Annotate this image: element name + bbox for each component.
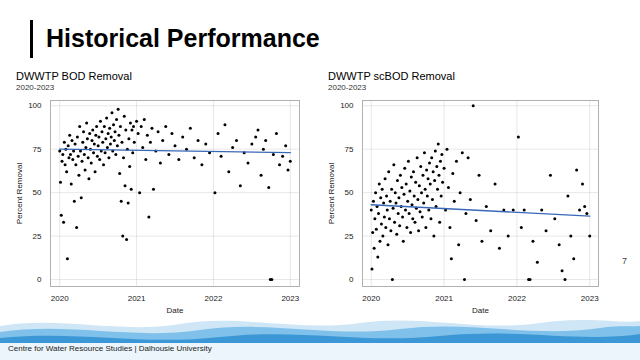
html-text:DWWTP scBOD Removal: DWWTP scBOD Removal — [328, 70, 455, 82]
svg-text:75: 75 — [33, 145, 42, 154]
svg-text:25: 25 — [345, 232, 354, 241]
html-text:7: 7 — [622, 256, 627, 266]
svg-text:2023: 2023 — [581, 294, 599, 303]
svg-text:75: 75 — [345, 145, 354, 154]
html-text:2020-2023: 2020-2023 — [16, 83, 55, 92]
svg-text:100: 100 — [28, 101, 42, 110]
svg-text:2021: 2021 — [435, 294, 453, 303]
svg-text:Percent Removal: Percent Removal — [327, 163, 336, 225]
svg-text:50: 50 — [345, 188, 354, 197]
svg-text:2020: 2020 — [51, 294, 69, 303]
html-text:DWWTP BOD Removal: DWWTP BOD Removal — [16, 70, 132, 82]
html-text:Historical Performance: Historical Performance — [46, 24, 320, 52]
svg-text:50: 50 — [33, 188, 42, 197]
svg-text:2022: 2022 — [508, 294, 526, 303]
svg-text:100: 100 — [340, 101, 354, 110]
svg-text:Percent Removal: Percent Removal — [15, 163, 24, 225]
svg-text:2022: 2022 — [205, 294, 223, 303]
svg-text:0: 0 — [37, 275, 42, 284]
svg-text:Date: Date — [472, 306, 489, 315]
svg-text:2023: 2023 — [281, 294, 299, 303]
svg-text:0: 0 — [349, 275, 354, 284]
svg-text:2020: 2020 — [362, 294, 380, 303]
html-text:2020-2023: 2020-2023 — [328, 83, 367, 92]
svg-text:2021: 2021 — [128, 294, 146, 303]
svg-text:Date: Date — [167, 306, 184, 315]
html-text:Centre for Water Resource Stud: Centre for Water Resource Studies | Dalh… — [8, 344, 212, 353]
svg-text:25: 25 — [33, 232, 42, 241]
